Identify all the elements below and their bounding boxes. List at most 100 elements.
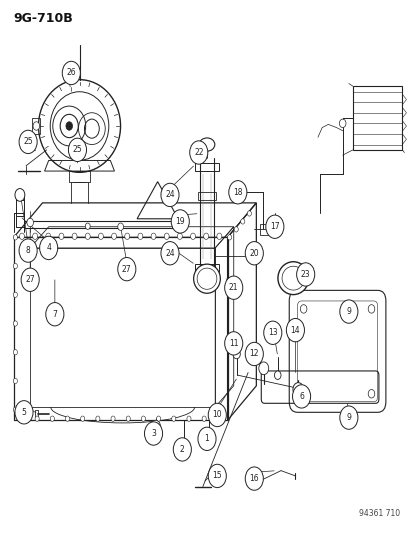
Circle shape (171, 416, 176, 421)
Circle shape (50, 416, 54, 421)
Circle shape (263, 321, 281, 344)
Circle shape (117, 257, 135, 281)
Circle shape (179, 439, 189, 452)
Circle shape (208, 464, 226, 488)
Ellipse shape (232, 187, 243, 198)
Circle shape (296, 263, 314, 286)
Circle shape (144, 422, 162, 445)
Ellipse shape (199, 138, 214, 151)
Circle shape (244, 467, 263, 490)
Circle shape (138, 233, 142, 239)
Circle shape (197, 427, 216, 450)
Text: 7: 7 (52, 310, 57, 319)
Circle shape (367, 390, 374, 398)
Circle shape (292, 383, 303, 397)
Text: 24: 24 (165, 249, 174, 258)
Circle shape (15, 401, 33, 424)
Circle shape (186, 416, 190, 421)
Text: 9G-710B: 9G-710B (14, 12, 73, 25)
Circle shape (224, 276, 242, 300)
Circle shape (126, 416, 130, 421)
Circle shape (13, 321, 17, 326)
Circle shape (35, 416, 39, 421)
Circle shape (19, 239, 37, 262)
Circle shape (286, 318, 304, 342)
Text: 24: 24 (165, 190, 174, 199)
Circle shape (299, 305, 306, 313)
Circle shape (156, 416, 160, 421)
Circle shape (161, 183, 178, 207)
Circle shape (299, 390, 306, 398)
Circle shape (15, 189, 25, 201)
Text: 6: 6 (299, 392, 303, 401)
Text: 14: 14 (290, 326, 299, 335)
Text: 8: 8 (26, 246, 31, 255)
Circle shape (217, 416, 221, 421)
Text: 22: 22 (194, 148, 203, 157)
Circle shape (13, 235, 17, 240)
Circle shape (202, 416, 206, 421)
Circle shape (233, 349, 240, 359)
Text: 5: 5 (21, 408, 26, 417)
Circle shape (244, 342, 263, 366)
Text: 19: 19 (175, 217, 185, 226)
Circle shape (204, 434, 214, 447)
Circle shape (161, 241, 178, 265)
Circle shape (46, 233, 51, 239)
Circle shape (180, 448, 188, 458)
Circle shape (65, 416, 69, 421)
Circle shape (258, 362, 268, 375)
Circle shape (339, 406, 357, 429)
Circle shape (40, 236, 57, 260)
Circle shape (240, 219, 244, 224)
Text: 11: 11 (228, 339, 238, 348)
Circle shape (13, 292, 17, 297)
Circle shape (117, 223, 123, 230)
Circle shape (19, 233, 24, 239)
Circle shape (224, 332, 242, 355)
Text: 21: 21 (228, 283, 238, 292)
Circle shape (164, 233, 169, 239)
Circle shape (13, 407, 17, 413)
Circle shape (151, 233, 156, 239)
Circle shape (292, 385, 310, 408)
Text: 13: 13 (267, 328, 277, 337)
Circle shape (177, 233, 182, 239)
Text: 4: 4 (46, 244, 51, 253)
Circle shape (367, 305, 374, 313)
Circle shape (111, 416, 115, 421)
Text: 16: 16 (249, 474, 259, 483)
Text: 18: 18 (233, 188, 242, 197)
Circle shape (112, 233, 116, 239)
Circle shape (98, 233, 103, 239)
Circle shape (208, 403, 226, 426)
Text: 26: 26 (66, 68, 76, 77)
Circle shape (85, 223, 90, 229)
Ellipse shape (277, 262, 308, 295)
Circle shape (339, 300, 357, 323)
Circle shape (265, 215, 283, 238)
Text: 2: 2 (180, 445, 184, 454)
Circle shape (203, 233, 208, 239)
Text: 3: 3 (151, 429, 156, 438)
Circle shape (173, 438, 191, 461)
Text: 23: 23 (300, 270, 310, 279)
Text: 20: 20 (249, 249, 259, 258)
Circle shape (19, 130, 37, 154)
Text: 25: 25 (23, 138, 33, 147)
Circle shape (228, 181, 246, 204)
Text: 27: 27 (122, 265, 131, 273)
Circle shape (62, 61, 80, 85)
Circle shape (68, 138, 86, 161)
Circle shape (13, 350, 17, 355)
Circle shape (81, 416, 85, 421)
Circle shape (227, 235, 231, 240)
Circle shape (216, 233, 221, 239)
Circle shape (247, 211, 251, 216)
Text: 1: 1 (204, 434, 209, 443)
Text: 17: 17 (269, 222, 279, 231)
Circle shape (150, 420, 160, 433)
Circle shape (20, 416, 24, 421)
Circle shape (189, 141, 207, 164)
Circle shape (190, 233, 195, 239)
